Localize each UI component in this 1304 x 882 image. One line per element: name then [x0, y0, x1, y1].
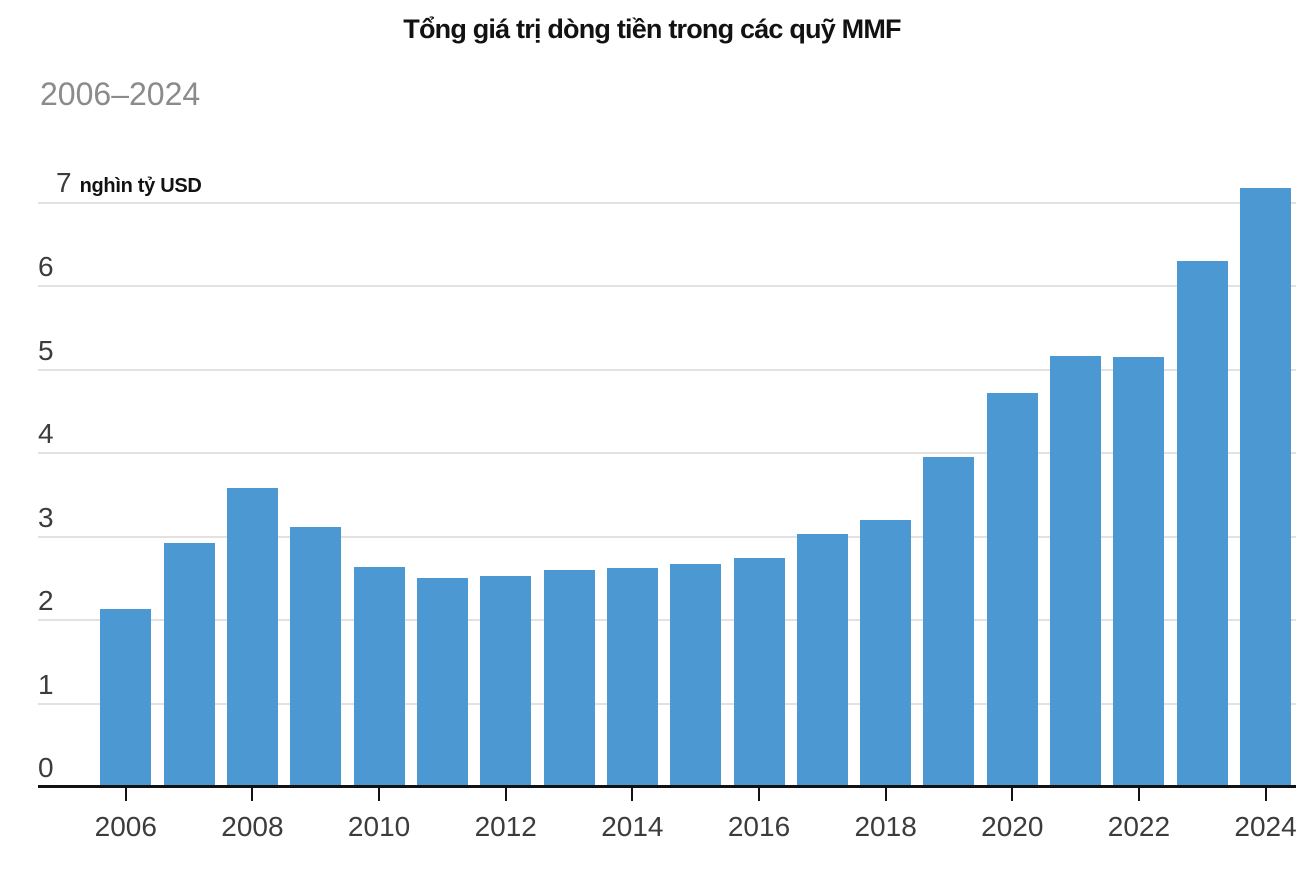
bar-2009	[290, 526, 342, 787]
x-tick-mark-2010	[378, 788, 381, 801]
bar-2023	[1176, 261, 1228, 787]
x-tick-mark-2024	[1264, 788, 1267, 801]
y-tick-label-7: 7	[56, 167, 72, 198]
bar-2016	[733, 558, 785, 787]
bar-2015	[670, 564, 722, 787]
y-tick-label-3: 3	[38, 501, 54, 533]
bar-2011	[416, 577, 468, 787]
bar-2008	[226, 488, 278, 787]
x-tick-label-2016: 2016	[727, 811, 791, 842]
y-axis-unit: 7 nghìn tỷ USD	[56, 168, 202, 198]
y-tick-label-5: 5	[38, 334, 54, 366]
x-tick-mark-2014	[631, 788, 634, 801]
x-tick-label-2014: 2014	[601, 811, 664, 842]
bar-2020	[986, 393, 1038, 787]
bar-2012	[480, 575, 532, 787]
bar-2014	[606, 567, 658, 787]
x-tick-label-2010: 2010	[347, 811, 411, 842]
x-tick-mark-2016	[758, 788, 760, 801]
gridline-2	[38, 619, 1296, 622]
x-axis-line	[38, 785, 1296, 788]
x-tick-mark-2018	[884, 788, 887, 801]
gridline-3	[38, 535, 1296, 538]
bar-2021	[1050, 355, 1102, 787]
x-tick-label-2022: 2022	[1107, 811, 1171, 842]
gridline-7	[38, 202, 1296, 204]
y-tick-label-2: 2	[38, 585, 54, 617]
gridline-4	[38, 452, 1296, 455]
x-tick-label-2020: 2020	[981, 811, 1044, 842]
bar-2022	[1113, 356, 1165, 787]
y-axis-unit-text: nghìn tỷ USD	[79, 175, 202, 197]
x-tick-label-2006: 2006	[94, 811, 157, 842]
x-tick-label-2012: 2012	[474, 811, 537, 842]
x-tick-mark-2020	[1011, 788, 1014, 801]
chart-subtitle: 2006–2024	[40, 76, 201, 112]
bar-2010	[353, 566, 405, 787]
y-tick-label-0: 0	[38, 752, 54, 783]
y-tick-label-4: 4	[38, 418, 54, 450]
bar-2006	[100, 609, 152, 787]
x-tick-mark-2008	[251, 788, 254, 801]
x-tick-mark-2012	[504, 788, 507, 801]
x-tick-mark-2022	[1137, 788, 1140, 801]
gridline-5	[38, 368, 1296, 371]
bar-2017	[796, 534, 848, 787]
gridline-1	[38, 702, 1296, 705]
bar-2024	[1240, 187, 1292, 787]
y-tick-label-6: 6	[38, 251, 54, 283]
x-tick-mark-2006	[124, 788, 127, 801]
bar-2018	[860, 520, 912, 787]
y-tick-label-1: 1	[38, 668, 54, 700]
bar-2019	[923, 456, 975, 787]
x-tick-label-2018: 2018	[854, 811, 917, 842]
x-tick-label-2024: 2024	[1234, 811, 1297, 842]
bar-2013	[543, 570, 595, 787]
x-tick-label-2008: 2008	[221, 811, 284, 842]
bar-2007	[163, 542, 215, 787]
chart-title: Tổng giá trị dòng tiền trong các quỹ MMF	[403, 14, 901, 44]
gridline-6	[38, 285, 1296, 288]
